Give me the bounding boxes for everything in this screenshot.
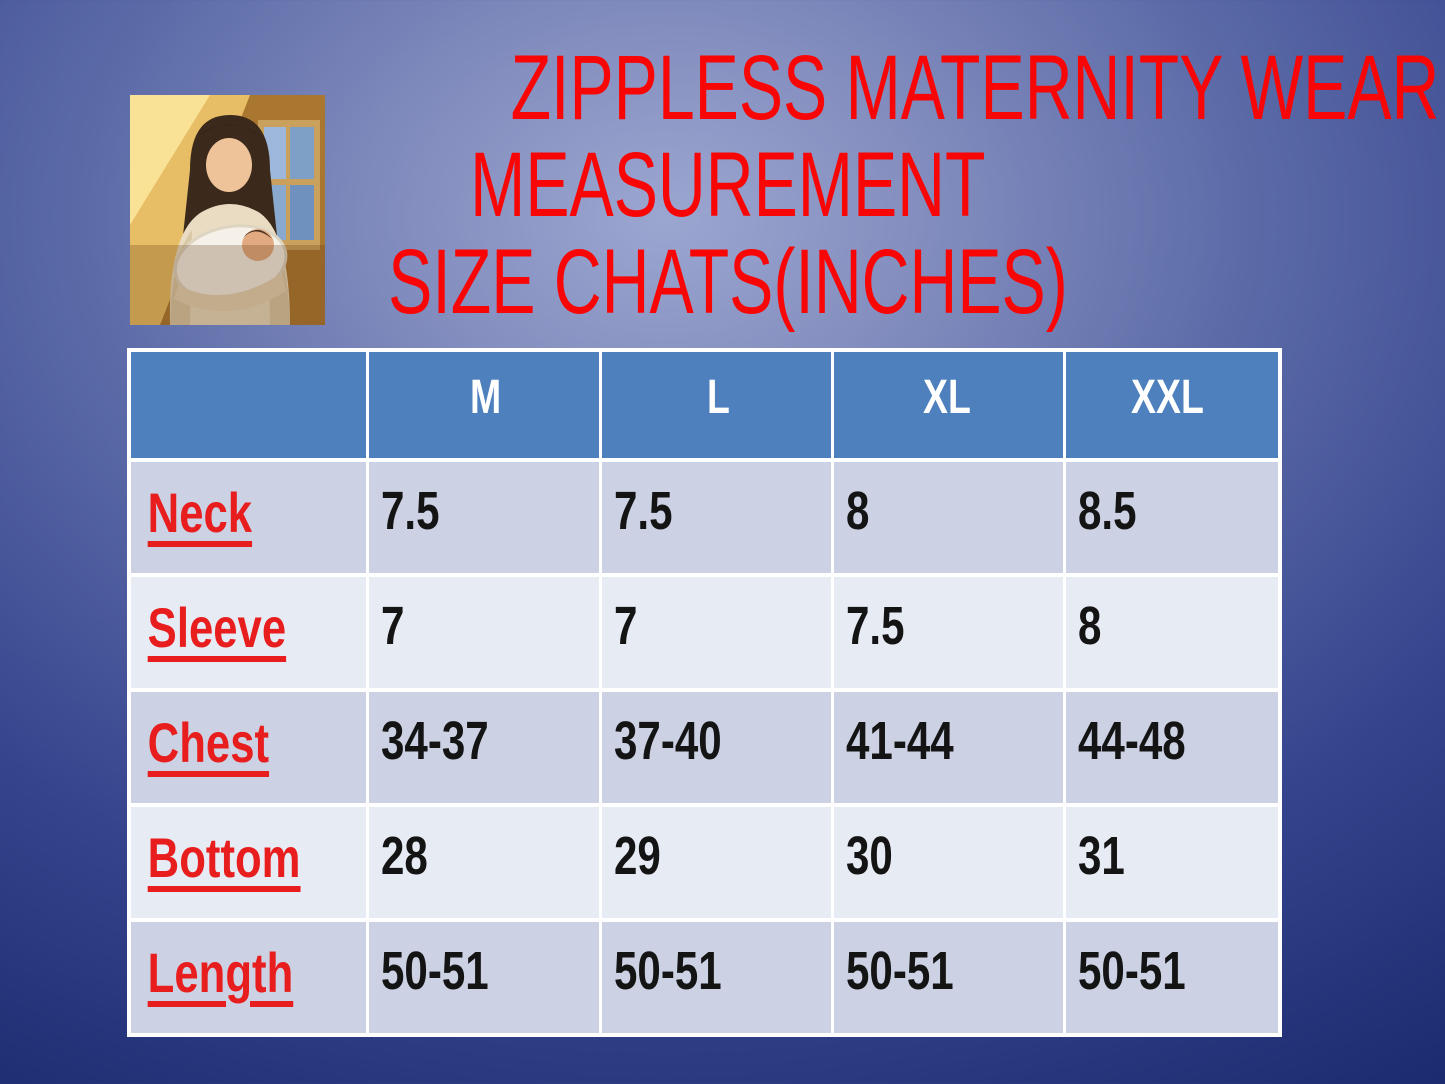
value-cell: 34-37 <box>365 688 602 807</box>
row-label-sleeve: Sleeve <box>147 596 287 659</box>
table-row-neck: Neck 7.5 7.5 8 8.5 <box>127 458 1282 577</box>
value-cell: 50-51 <box>830 918 1066 1037</box>
row-label-neck: Neck <box>147 481 253 544</box>
row-label-cell: Bottom <box>127 803 369 922</box>
product-photo <box>130 95 325 325</box>
page-title-line-1-text: ZIPPLESS MATERNITY WEAR <box>510 37 1440 139</box>
row-label-cell: Sleeve <box>127 573 369 692</box>
value-cell: 29 <box>598 803 834 922</box>
table-row-sleeve: Sleeve 7 7 7.5 8 <box>127 573 1282 692</box>
row-label-chest: Chest <box>147 711 270 774</box>
header-cell-xl: XL <box>830 348 1066 462</box>
page-title-line-3-text: SIZE CHATS(INCHES) <box>387 231 1068 333</box>
table-row-bottom: Bottom 28 29 30 31 <box>127 803 1282 922</box>
page-title-line-2-text: MEASUREMENT <box>469 134 986 236</box>
value-cell: 7.5 <box>830 573 1066 692</box>
value-cell: 44-48 <box>1062 688 1282 807</box>
value-cell: 8 <box>830 458 1066 577</box>
value-cell: 31 <box>1062 803 1282 922</box>
row-label-cell: Neck <box>127 458 369 577</box>
value-cell: 50-51 <box>598 918 834 1037</box>
row-label-cell: Chest <box>127 688 369 807</box>
table-row-chest: Chest 34-37 37-40 41-44 44-48 <box>127 688 1282 807</box>
value-cell: 8.5 <box>1062 458 1282 577</box>
value-cell: 8 <box>1062 573 1282 692</box>
value-cell: 50-51 <box>1062 918 1282 1037</box>
header-cell-m: M <box>365 348 602 462</box>
value-cell: 28 <box>365 803 602 922</box>
row-label-cell: Length <box>127 918 369 1037</box>
size-chart-header-row: M L XL XXL <box>127 348 1282 462</box>
header-cell-xxl: XXL <box>1062 348 1282 462</box>
value-cell: 30 <box>830 803 1066 922</box>
value-cell: 37-40 <box>598 688 834 807</box>
row-label-length: Length <box>147 941 294 1004</box>
value-cell: 7.5 <box>598 458 834 577</box>
mother-baby-photo-illustration <box>130 95 325 325</box>
value-cell: 50-51 <box>365 918 602 1037</box>
page-title-line-3: SIZE CHATS(INCHES) <box>235 234 1220 331</box>
page-title: ZIPPLESS MATERNITY WEAR MEASUREMENT SIZE… <box>330 40 1440 331</box>
value-cell: 7 <box>365 573 602 692</box>
table-row-length: Length 50-51 50-51 50-51 50-51 <box>127 918 1282 1037</box>
page-title-line-1: ZIPPLESS MATERNITY WEAR <box>330 40 1440 137</box>
value-cell: 7.5 <box>365 458 602 577</box>
value-cell: 7 <box>598 573 834 692</box>
header-cell-blank <box>127 348 369 462</box>
header-cell-l: L <box>598 348 834 462</box>
value-cell: 41-44 <box>830 688 1066 807</box>
row-label-bottom: Bottom <box>147 826 301 889</box>
page-title-line-2: MEASUREMENT <box>235 137 1220 234</box>
size-chart-table: M L XL XXL Neck 7.5 7.5 8 8.5 Sleeve 7 7… <box>127 348 1282 1037</box>
